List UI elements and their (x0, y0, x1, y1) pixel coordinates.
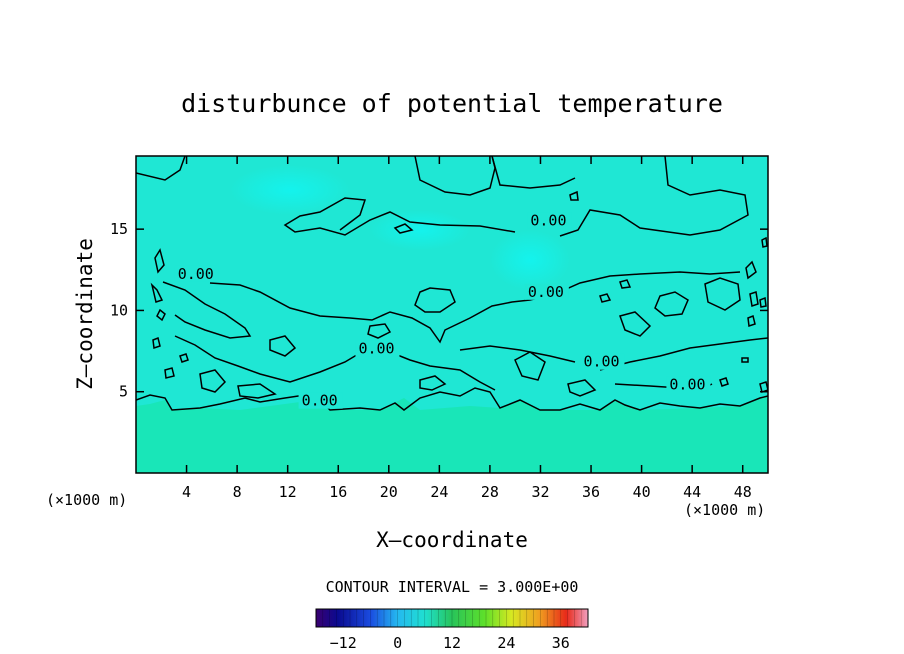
contour-line (237, 383, 277, 399)
contour-label-bg (524, 283, 569, 300)
contour-line (761, 236, 768, 248)
plot-area: 0.00 0.00 0.00 0.00 0.00 0.00 0.00 (136, 156, 768, 473)
contour-line (414, 287, 456, 313)
x-tick-label: 4 (182, 483, 191, 501)
y-axis: 5 10 15 (110, 220, 768, 401)
colorbar-tick-label: 36 (552, 634, 570, 652)
colorbar-tick-label: −12 (330, 634, 357, 652)
x-tick-label: 12 (279, 483, 297, 501)
contour-line (419, 375, 447, 391)
contour-label-bg (355, 340, 400, 357)
contour-line (599, 337, 768, 371)
contour-label: 0.00 (302, 392, 338, 410)
y-unit-label: (×1000 m) (46, 491, 127, 509)
contour-line (154, 248, 165, 274)
colorbar-ticks: −12 0 12 24 36 (330, 634, 570, 652)
x-axis-title: X–coordinate (376, 528, 528, 552)
x-tick-label: 48 (734, 483, 752, 501)
contour-label: 0.00 (669, 375, 705, 393)
contour-line (619, 311, 652, 337)
contour-line (567, 379, 597, 397)
x-tick-label: 40 (633, 483, 651, 501)
colorbar-tick-label: 0 (393, 634, 402, 652)
contour-line (179, 353, 189, 363)
colorbar-tick-label: 24 (497, 634, 515, 652)
x-tick-label: 36 (582, 483, 600, 501)
contour-label-bg (174, 265, 219, 282)
y-tick-label: 10 (110, 301, 128, 319)
contour-label-bg (527, 212, 572, 229)
x-unit-label: (×1000 m) (684, 501, 765, 519)
contour-label-bg (298, 392, 343, 409)
contour-line (745, 260, 757, 280)
colorbar-segments (315, 609, 589, 627)
contour-label-bg (580, 353, 625, 370)
x-axis: 4 8 12 16 20 24 28 32 36 40 44 48 (182, 156, 752, 501)
contour-label: 0.00 (178, 265, 214, 283)
contour-line (162, 281, 252, 339)
contour-label-bg (666, 376, 711, 393)
colorbar-bar (315, 608, 589, 628)
contour-line (559, 156, 749, 237)
contour-line (749, 291, 759, 307)
plot-frame (135, 155, 769, 474)
contour-line (209, 271, 741, 344)
x-tick-label: 24 (430, 483, 448, 501)
contour-line (759, 296, 767, 308)
contour-interval-label: CONTOUR INTERVAL = 3.000E+00 (326, 578, 579, 596)
contour-line (747, 314, 756, 328)
chart-title: disturbunce of potential temperature (181, 89, 723, 118)
contour-line (199, 369, 227, 393)
contour-line (704, 277, 741, 311)
contour-line (569, 190, 579, 201)
contour-line (269, 335, 297, 357)
x-tick-label: 16 (329, 483, 347, 501)
field-highlight (230, 165, 350, 215)
contour-line (174, 335, 496, 391)
contour-line (719, 377, 729, 387)
contour-labels: 0.00 0.00 0.00 0.00 0.00 0.00 0.00 (174, 211, 711, 410)
field-lower (136, 396, 768, 473)
contour-line (283, 197, 516, 236)
x-tick-label: 28 (481, 483, 499, 501)
contour-line (164, 367, 175, 379)
contour-label: 0.00 (358, 340, 394, 358)
contour-label: 0.00 (530, 211, 566, 229)
y-axis-title: Z–coordinate (73, 238, 97, 390)
colorbar: −12 0 12 24 36 (315, 608, 589, 652)
contour-line (599, 293, 612, 303)
contour-line (136, 387, 768, 411)
contour-line (136, 156, 186, 181)
contour-label: 0.00 (583, 353, 619, 371)
contour-line (514, 351, 546, 381)
contour-line (741, 357, 749, 363)
contour-line (491, 156, 576, 189)
x-tick-label: 44 (683, 483, 701, 501)
x-tick-label: 20 (380, 483, 398, 501)
contour-line (759, 381, 768, 393)
contour-line (367, 323, 392, 339)
contour-line (150, 282, 164, 303)
contour-line (393, 223, 414, 234)
contour-line (152, 336, 161, 350)
contour-line (459, 345, 576, 363)
contour-line (619, 279, 632, 289)
field-highlight (370, 210, 470, 250)
contour-line (156, 308, 166, 322)
field-highlight (490, 230, 570, 290)
y-tick-label: 5 (119, 383, 128, 401)
x-tick-label: 8 (233, 483, 242, 501)
colorbar-tick-label: 12 (443, 634, 461, 652)
contour-label: 0.00 (528, 283, 564, 301)
contour-line (654, 291, 689, 317)
y-tick-label: 15 (110, 220, 128, 238)
x-tick-label: 32 (531, 483, 549, 501)
